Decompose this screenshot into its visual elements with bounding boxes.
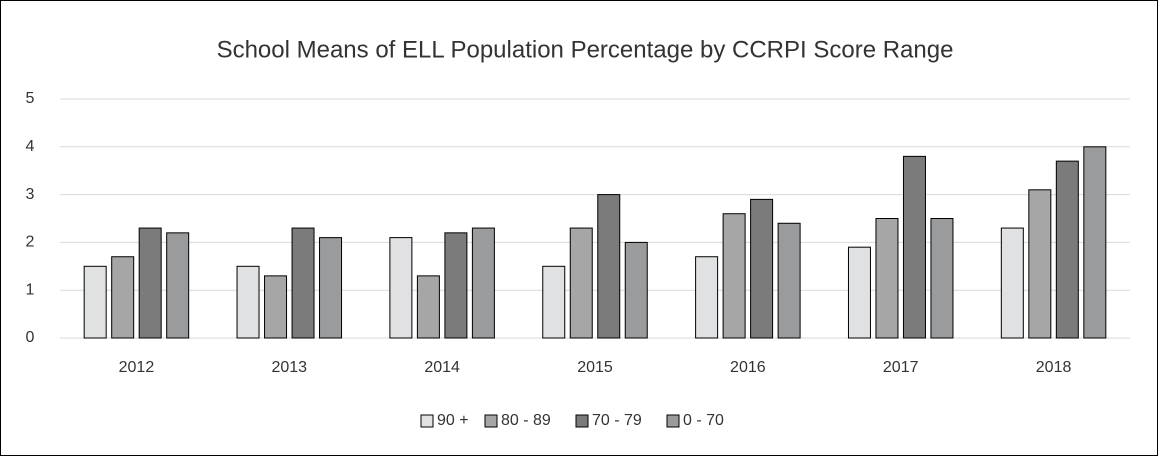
bar (847, 246, 871, 339)
bar (542, 265, 566, 339)
bar (597, 194, 621, 339)
bar (138, 227, 162, 339)
legend-label: 70 - 79 (592, 412, 642, 429)
y-tick-label: 5 (26, 90, 35, 107)
x-tick-label: 2015 (577, 359, 613, 376)
bar (1055, 160, 1079, 339)
legend-swatch (420, 414, 434, 428)
x-tick-label: 2017 (883, 359, 919, 376)
bar (624, 241, 648, 339)
chart-title: School Means of ELL Population Percentag… (217, 36, 954, 63)
x-tick-label: 2013 (271, 359, 307, 376)
legend-swatch (484, 414, 498, 428)
bar (236, 265, 260, 339)
bar (264, 275, 288, 339)
y-tick-label: 2 (26, 234, 35, 251)
bar (471, 227, 495, 339)
bar (695, 256, 719, 339)
bar (930, 218, 954, 339)
bar (569, 227, 593, 339)
y-tick-label: 1 (26, 281, 35, 298)
x-tick-label: 2014 (424, 359, 460, 376)
bar (1083, 146, 1107, 339)
y-tick-label: 3 (26, 186, 35, 203)
y-tick-label: 4 (26, 138, 35, 155)
x-tick-label: 2018 (1036, 359, 1072, 376)
bar (416, 275, 440, 339)
x-tick-label: 2012 (119, 359, 155, 376)
bar (83, 265, 107, 339)
legend-label: 0 - 70 (683, 412, 724, 429)
bar (1000, 227, 1024, 339)
bar (444, 232, 468, 339)
bar (319, 237, 343, 339)
bar (111, 256, 135, 339)
bar (750, 198, 774, 339)
legend-swatch (575, 414, 589, 428)
bar (722, 213, 746, 339)
bar (875, 218, 899, 339)
x-tick-label: 2016 (730, 359, 766, 376)
bar (291, 227, 315, 339)
legend-swatch (666, 414, 680, 428)
y-tick-label: 0 (26, 329, 35, 346)
bar (902, 155, 926, 339)
legend-label: 90 + (437, 412, 469, 429)
bar (1028, 189, 1052, 339)
bar (166, 232, 190, 339)
legend-label: 80 - 89 (501, 412, 551, 429)
bar (777, 222, 801, 339)
bar (389, 237, 413, 339)
